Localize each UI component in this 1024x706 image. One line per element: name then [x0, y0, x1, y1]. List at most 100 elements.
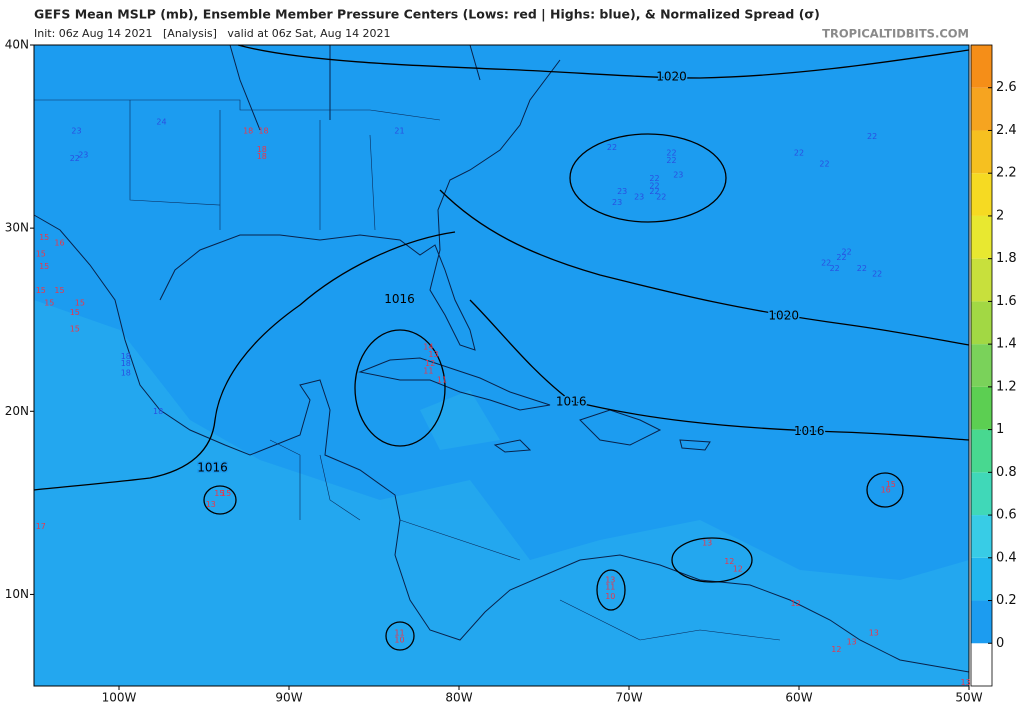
colorbar-segment — [971, 429, 992, 473]
high-center: 21 — [394, 127, 404, 136]
high-center: 22 — [666, 149, 676, 158]
high-center: 22 — [857, 264, 867, 273]
colorbar-segment — [971, 45, 992, 88]
low-center: 18 — [257, 145, 267, 154]
low-center: 18 — [257, 152, 267, 161]
colorbar-tick-label: 0.8 — [996, 465, 1017, 480]
high-center: 22 — [666, 156, 676, 165]
y-tick-label: 10N — [5, 587, 29, 601]
low-center: 15 — [36, 286, 46, 295]
low-center: 12 — [724, 557, 734, 566]
low-center: 12 — [425, 359, 435, 368]
high-center: 22 — [842, 247, 852, 256]
isobar-label: 1020 — [768, 309, 799, 323]
low-center: 18 — [243, 127, 253, 136]
isobar-label: 1016 — [197, 461, 228, 475]
low-center: 13 — [206, 500, 216, 509]
high-center: 22 — [819, 160, 829, 169]
low-center: 13 — [702, 539, 712, 548]
colorbar-tick-label: 1 — [996, 422, 1004, 437]
high-center: 18 — [121, 352, 131, 361]
low-center: 12 — [831, 645, 841, 654]
isobar-label: 1016 — [794, 424, 825, 438]
low-center: 15 — [214, 489, 224, 498]
low-center: 18 — [258, 127, 268, 136]
low-center: 13 — [428, 350, 438, 359]
low-center: 13 — [869, 628, 879, 637]
high-center: 22 — [70, 154, 80, 163]
high-center: 18 — [121, 368, 131, 377]
low-center: 16 — [881, 486, 891, 495]
high-center: 23 — [634, 193, 644, 202]
high-center: 22 — [607, 143, 617, 152]
x-tick-label: 60W — [785, 691, 812, 705]
colorbar-segment — [971, 643, 992, 686]
low-center: 11 — [394, 628, 404, 637]
colorbar-tick-label: 1.8 — [996, 251, 1017, 266]
colorbar-segment — [971, 130, 992, 174]
low-center: 13 — [605, 575, 615, 584]
high-center: 22 — [649, 182, 659, 191]
colorbar-tick-label: 2 — [996, 208, 1004, 223]
low-center: 15 — [39, 233, 49, 242]
isobars — [33, 44, 970, 651]
colorbar-segment — [971, 87, 992, 131]
high-center: 23 — [71, 127, 81, 136]
y-tick-label: 40N — [5, 38, 29, 52]
colorbar-tick-label: 0 — [996, 636, 1004, 651]
low-center: 17 — [36, 522, 46, 531]
colorbar-segment — [971, 557, 992, 601]
low-center: 15 — [70, 308, 80, 317]
colorbar-tick-label: 2.2 — [996, 166, 1017, 181]
high-center: 22 — [872, 269, 882, 278]
low-center: 12 — [733, 564, 743, 573]
high-center: 22 — [649, 174, 659, 183]
colorbar-tick-label: 2.4 — [996, 123, 1017, 138]
isobar-label: 1020 — [656, 70, 687, 84]
watermark: TROPICALTIDBITS.COM — [822, 27, 969, 41]
x-tick-label: 70W — [615, 691, 642, 705]
colorbar-tick-label: 2.6 — [996, 80, 1017, 95]
low-center: 15 — [54, 286, 64, 295]
low-center: 11 — [605, 583, 615, 592]
colorbar-tick-label: 0.6 — [996, 508, 1017, 523]
spread-shading — [34, 300, 969, 686]
y-tick-label: 30N — [5, 221, 29, 235]
high-center: 23 — [612, 198, 622, 207]
x-tick-label: 90W — [275, 691, 302, 705]
colorbar-segment — [971, 386, 992, 430]
low-center: 15 — [886, 480, 896, 489]
low-center: 11 — [437, 376, 447, 385]
high-center: 23 — [617, 187, 627, 196]
low-center: 15 — [75, 299, 85, 308]
colorbar-segment — [971, 344, 992, 387]
colorbar-segment — [971, 600, 992, 644]
subtitle: Init: 06z Aug 14 2021 [Analysis] valid a… — [34, 27, 391, 40]
colorbar-tick-label: 1.4 — [996, 337, 1017, 352]
high-center: 18 — [153, 407, 163, 416]
low-center: 11 — [423, 366, 433, 375]
high-center: 23 — [673, 171, 683, 180]
low-center: 14 — [423, 343, 433, 352]
colorbar: 0 0.2 0.4 0.6 0.8 1 1.2 1.4 1.6 1.8 2 2.2 2.4 2.6 — [970, 44, 1017, 687]
colorbar-tick-label: 1.6 — [996, 294, 1017, 309]
high-center: 23 — [78, 150, 88, 159]
low-center: 15 — [70, 324, 80, 333]
high-center: 22 — [649, 187, 659, 196]
low-center: 15 — [44, 299, 54, 308]
low-center: 10 — [394, 636, 404, 645]
high-center: 18 — [121, 359, 131, 368]
borders — [34, 99, 781, 641]
colorbar-tick-label: 0.4 — [996, 550, 1017, 565]
low-center: 16 — [54, 238, 64, 247]
low-center: 13 — [847, 638, 857, 647]
low-center: 15 — [221, 489, 231, 498]
x-tick-label: 50W — [955, 691, 982, 705]
colorbar-segment — [971, 173, 992, 216]
x-tick-label: 80W — [445, 691, 472, 705]
high-center: 22 — [867, 132, 877, 141]
high-center: 24 — [156, 117, 166, 126]
low-center: 15 — [39, 262, 49, 271]
high-center: 22 — [821, 258, 831, 267]
